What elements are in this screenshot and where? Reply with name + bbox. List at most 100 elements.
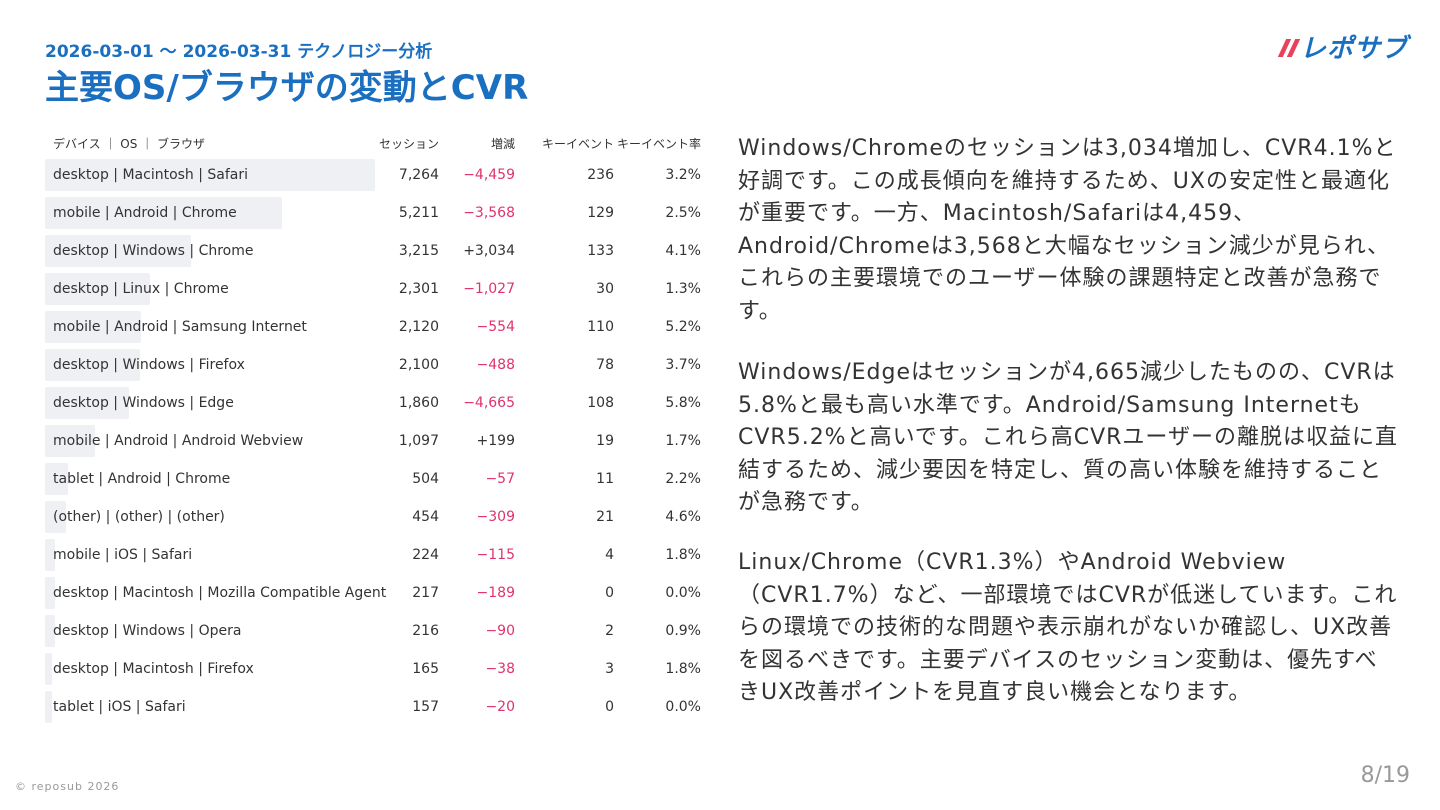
session-bar	[45, 197, 282, 229]
key-event-rate: 1.8%	[665, 547, 701, 563]
paragraph: Windows/Edgeはセッションが4,665減少したものの、CVRは5.8%…	[738, 360, 1398, 515]
change: −20	[485, 699, 515, 715]
session-bar	[45, 577, 55, 609]
key-event-rate: 0.9%	[665, 623, 701, 639]
sessions: 157	[412, 699, 439, 715]
sessions: 504	[412, 471, 439, 487]
change: +3,034	[463, 243, 515, 259]
key-event-rate: 3.7%	[665, 357, 701, 373]
row-label: desktop | Macintosh | Firefox	[53, 661, 254, 677]
row-label: mobile | Android | Samsung Internet	[53, 319, 307, 335]
key-event-rate: 1.7%	[665, 433, 701, 449]
session-bar	[45, 235, 192, 267]
key-events: 21	[596, 509, 614, 525]
row-label: tablet | Android | Chrome	[53, 471, 231, 487]
key-events: 236	[587, 167, 614, 183]
sessions: 217	[412, 585, 439, 601]
key-event-rate: 2.2%	[665, 471, 701, 487]
sessions: 454	[412, 509, 439, 525]
key-events: 11	[596, 471, 614, 487]
key-event-rate: 4.1%	[665, 243, 701, 259]
row-label: mobile | Android | Chrome	[53, 205, 237, 221]
row-label: mobile | Android | Android Webview	[53, 433, 304, 449]
logo: レポサブ	[1277, 28, 1408, 65]
column-header: キーイベント率	[616, 137, 701, 151]
session-bar	[45, 425, 95, 457]
key-events: 133	[587, 243, 614, 259]
key-events: 78	[596, 357, 614, 373]
change: −90	[485, 623, 515, 639]
key-events: 129	[587, 205, 614, 221]
sessions: 2,120	[398, 319, 439, 335]
sessions: 2,100	[398, 357, 439, 373]
key-event-rate: 1.3%	[665, 281, 701, 297]
session-bar	[45, 539, 56, 571]
session-bar	[45, 615, 55, 647]
key-event-rate: 1.8%	[665, 661, 701, 677]
key-event-rate: 5.8%	[665, 395, 701, 411]
key-events: 30	[596, 281, 614, 297]
row-label: desktop | Linux | Chrome	[53, 281, 229, 297]
change: −4,665	[463, 395, 515, 411]
change: −309	[476, 509, 515, 525]
row-label: tablet | iOS | Safari	[53, 699, 186, 715]
session-bar	[45, 387, 130, 419]
key-event-rate: 5.2%	[665, 319, 701, 335]
sessions: 3,215	[398, 243, 439, 259]
change: −1,027	[463, 281, 515, 297]
key-events: 110	[587, 319, 614, 335]
row-label: desktop | Windows | Opera	[53, 623, 242, 639]
row-label: mobile | iOS | Safari	[53, 547, 193, 563]
key-events: 0	[605, 585, 614, 601]
session-bar	[45, 273, 150, 305]
key-event-rate: 0.0%	[665, 699, 701, 715]
column-header: デバイス ｜ OS ｜ ブラウザ	[53, 137, 205, 151]
change: −189	[476, 585, 515, 601]
sessions: 216	[412, 623, 439, 639]
sessions: 5,211	[398, 205, 439, 221]
title: 主要OS/ブラウザの変動とCVR	[45, 68, 529, 108]
key-events: 4	[605, 547, 614, 563]
subtitle: 2026-03-01 ～ 2026-03-31 テクノロジー分析	[45, 42, 433, 62]
row-label: desktop | Windows | Chrome	[53, 243, 254, 259]
change: −3,568	[463, 205, 515, 221]
row-label: (other) | (other) | (other)	[53, 509, 225, 525]
column-header: キーイベント	[541, 137, 614, 151]
key-events: 108	[587, 395, 614, 411]
change: −4,459	[463, 167, 515, 183]
key-event-rate: 3.2%	[665, 167, 701, 183]
change: −57	[485, 471, 515, 487]
key-event-rate: 2.5%	[665, 205, 701, 221]
row-label: desktop | Windows | Edge	[53, 395, 234, 411]
change: −488	[476, 357, 515, 373]
session-bar	[45, 463, 68, 495]
change: −115	[476, 547, 515, 563]
session-bar	[45, 349, 141, 381]
column-header: セッション	[378, 137, 439, 151]
session-bar	[45, 653, 53, 685]
row-label: desktop | Macintosh | Safari	[53, 167, 249, 183]
paragraph: Linux/Chrome（CVR1.3%）やAndroid Webview（CV…	[738, 550, 1398, 705]
change: +199	[476, 433, 515, 449]
row-label: desktop | Macintosh | Mozilla Compatible…	[53, 585, 387, 601]
key-events: 0	[605, 699, 614, 715]
column-header: 増減	[490, 137, 515, 151]
key-events: 3	[605, 661, 614, 677]
key-event-rate: 4.6%	[665, 509, 701, 525]
paragraph: Windows/Chromeのセッションは3,034増加し、CVR4.1%と好調…	[738, 136, 1397, 324]
key-events: 2	[605, 623, 614, 639]
sessions: 2,301	[398, 281, 439, 297]
key-events: 19	[596, 433, 614, 449]
copyright: © reposub 2026	[15, 780, 120, 793]
sessions: 224	[412, 547, 439, 563]
sessions: 7,264	[398, 167, 439, 183]
session-bar	[45, 159, 375, 191]
sessions: 1,860	[398, 395, 439, 411]
sessions: 1,097	[398, 433, 439, 449]
change: −554	[476, 319, 515, 335]
key-event-rate: 0.0%	[665, 585, 701, 601]
session-bar	[45, 501, 66, 533]
logo-text: レポサブ	[1299, 34, 1408, 64]
row-label: desktop | Windows | Firefox	[53, 357, 245, 373]
